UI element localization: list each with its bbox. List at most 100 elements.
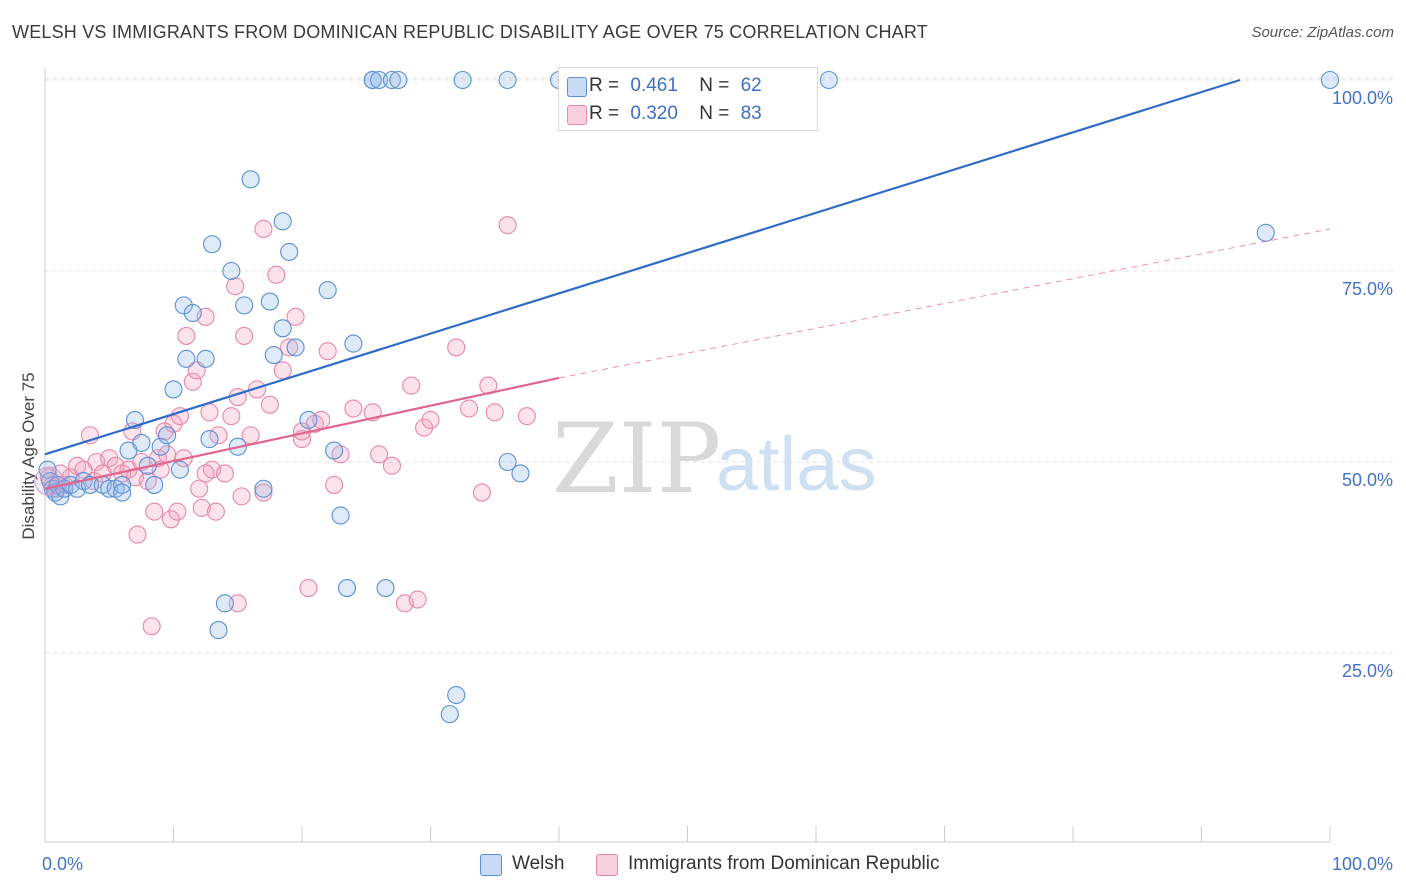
- data-point-welsh: [215, 594, 234, 613]
- watermark: ZIP atlas: [552, 403, 877, 515]
- data-point-dominican: [247, 380, 267, 399]
- data-point-dominican: [344, 399, 363, 418]
- n-value: 83: [740, 103, 762, 124]
- data-point-welsh: [200, 430, 219, 449]
- data-point-welsh: [318, 281, 337, 300]
- data-point-dominican: [318, 342, 337, 361]
- data-point-welsh: [299, 410, 318, 430]
- watermark-atlas: atlas: [716, 422, 877, 507]
- trend-lines: [44, 78, 1331, 490]
- data-point-dominican: [273, 361, 292, 380]
- r-value: 0.461: [630, 75, 678, 96]
- data-point-welsh: [286, 338, 305, 357]
- legend-swatch-dominican: [596, 854, 618, 876]
- data-point-dominican: [517, 407, 536, 426]
- data-point-dominican: [209, 426, 228, 445]
- data-point-welsh: [113, 483, 132, 502]
- r-label: R =: [589, 103, 620, 124]
- r-label: R =: [589, 75, 620, 96]
- axes: [44, 68, 1331, 843]
- x-tick-labels: 0.0% 100.0%: [42, 854, 1393, 874]
- data-point-dominican: [415, 418, 434, 437]
- data-point-welsh: [158, 426, 177, 445]
- trend-line-dominican-extension: [558, 228, 1331, 379]
- data-point-dominican: [100, 449, 119, 468]
- data-point-dominican: [206, 502, 225, 521]
- data-point-welsh: [337, 579, 357, 598]
- x-tick-label: 0.0%: [42, 854, 83, 874]
- n-label: N =: [699, 75, 730, 96]
- data-point-welsh: [145, 475, 164, 494]
- data-point-welsh: [132, 433, 151, 452]
- data-point-welsh: [151, 437, 170, 456]
- data-point-welsh: [241, 170, 260, 189]
- data-point-welsh: [325, 441, 344, 460]
- data-point-welsh: [235, 296, 254, 315]
- data-point-welsh: [447, 685, 466, 705]
- data-point-dominican: [472, 483, 491, 502]
- data-point-dominican: [254, 219, 273, 239]
- data-point-welsh: [222, 261, 241, 281]
- chart-title: WELSH VS IMMIGRANTS FROM DOMINICAN REPUB…: [12, 22, 928, 42]
- data-point-welsh: [164, 380, 183, 399]
- data-point-welsh: [1320, 70, 1340, 90]
- data-point-dominican: [177, 326, 196, 345]
- data-point-welsh: [196, 349, 215, 368]
- data-point-welsh: [113, 475, 132, 494]
- points-dominican: [39, 216, 536, 636]
- data-point-dominican: [196, 464, 215, 483]
- data-point-welsh: [1256, 223, 1275, 242]
- data-point-dominican: [402, 376, 421, 395]
- legend-swatch-welsh: [480, 854, 502, 876]
- points-welsh: [34, 70, 1340, 724]
- legend-label-dominican: Immigrants from Dominican Republic: [628, 853, 940, 874]
- data-point-welsh: [819, 70, 838, 90]
- legend-item-dominican[interactable]: Immigrants from Dominican Republic: [596, 850, 940, 878]
- data-point-dominican: [408, 590, 427, 609]
- watermark-zip: ZIP: [552, 403, 721, 515]
- data-point-welsh: [264, 345, 283, 365]
- y-tick-label: 100.0%: [1332, 88, 1393, 108]
- data-point-dominican: [325, 475, 344, 494]
- data-point-dominican: [370, 445, 389, 464]
- data-point-dominican: [280, 338, 299, 357]
- x-tick-label: 100.0%: [1332, 854, 1393, 874]
- data-point-dominican: [421, 410, 440, 430]
- stats-row-welsh: R = 0.461 N = 62: [567, 72, 762, 100]
- n-value: 62: [740, 75, 762, 96]
- data-point-welsh: [453, 70, 472, 90]
- data-point-dominican: [215, 464, 234, 483]
- data-point-welsh: [273, 212, 292, 231]
- data-point-dominican: [299, 579, 318, 598]
- data-point-welsh: [260, 292, 279, 311]
- grid-lines: [45, 77, 1395, 654]
- data-point-welsh: [280, 242, 299, 261]
- data-point-dominican: [142, 617, 161, 636]
- data-point-welsh: [382, 70, 402, 90]
- data-point-welsh: [498, 70, 517, 90]
- trend-line-welsh: [44, 78, 1241, 456]
- data-point-welsh: [177, 349, 196, 368]
- y-axis-label: Disability Age Over 75: [19, 372, 38, 539]
- data-point-dominican: [200, 403, 219, 422]
- data-point-dominican: [254, 483, 273, 502]
- data-point-dominican: [232, 487, 251, 506]
- data-point-welsh: [498, 452, 517, 472]
- data-point-dominican: [183, 372, 202, 391]
- data-point-welsh: [331, 506, 350, 525]
- data-point-dominican: [228, 594, 247, 613]
- r-value: 0.320: [630, 103, 678, 124]
- data-point-dominican: [459, 399, 479, 418]
- legend-item-welsh[interactable]: Welsh: [480, 850, 564, 878]
- legend: Welsh Immigrants from Dominican Republic: [0, 850, 1406, 880]
- data-point-dominican: [235, 326, 254, 345]
- data-point-dominican: [192, 498, 211, 517]
- y-tick-label: 25.0%: [1342, 661, 1393, 681]
- stats-swatch-welsh: [567, 77, 587, 97]
- data-point-welsh: [511, 464, 530, 483]
- n-label: N =: [699, 103, 730, 124]
- data-point-dominican: [226, 277, 245, 296]
- data-point-dominican: [498, 216, 517, 235]
- data-point-welsh: [389, 70, 408, 90]
